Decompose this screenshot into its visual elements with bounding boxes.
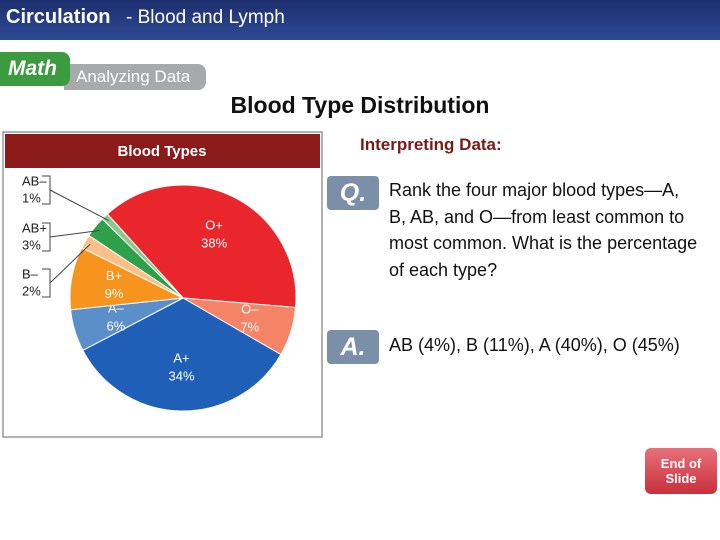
slice-value-label: 1% xyxy=(22,190,41,205)
banner-tab: Math xyxy=(0,52,70,86)
slice-category: A+ xyxy=(173,350,189,365)
slice-category: O+ xyxy=(205,218,223,233)
slice-value-label: 9% xyxy=(105,286,124,301)
leader-line xyxy=(49,229,100,238)
pie-slice xyxy=(106,184,297,308)
slice-value-label: 6% xyxy=(107,319,126,334)
answer-badge: A. xyxy=(327,330,379,364)
slice-value-label: 38% xyxy=(201,236,227,251)
banner-label: Analyzing Data xyxy=(64,64,206,90)
end-slide-button[interactable]: End of Slide xyxy=(645,448,717,494)
leader-line xyxy=(49,243,91,284)
slice-value-label: 2% xyxy=(22,283,41,298)
pie-slice xyxy=(101,213,184,299)
slice-category: O– xyxy=(241,301,259,316)
slice-category: B+ xyxy=(106,268,122,283)
slide-title: Blood Type Distribution xyxy=(230,92,490,118)
leader-line xyxy=(49,189,109,221)
chart: Blood Types O+38%O–7%A+34%A–6%B+9%B–2%AB… xyxy=(2,131,323,438)
question-badge: Q. xyxy=(327,176,379,210)
chart-title: Blood Types xyxy=(118,143,207,160)
chart-header xyxy=(5,134,320,168)
slice-value-label: 7% xyxy=(240,319,259,334)
header-subtitle: - Blood and Lymph xyxy=(126,7,285,28)
slice-value-label: 3% xyxy=(22,237,41,252)
pie-slice xyxy=(82,297,282,412)
answer-text: AB (4%), B (11%), A (40%), O (45%) xyxy=(389,335,680,355)
slice-category: AB+ xyxy=(22,220,47,235)
header-bar xyxy=(0,0,720,40)
slice-value-label: 34% xyxy=(169,368,195,383)
slice-category: B– xyxy=(22,266,39,281)
question-text: Rank the four major blood types—A, B, AB… xyxy=(389,180,698,280)
header-title: Circulation xyxy=(6,6,111,28)
slice-category: AB– xyxy=(22,173,47,188)
section-label: Interpreting Data: xyxy=(360,135,502,154)
